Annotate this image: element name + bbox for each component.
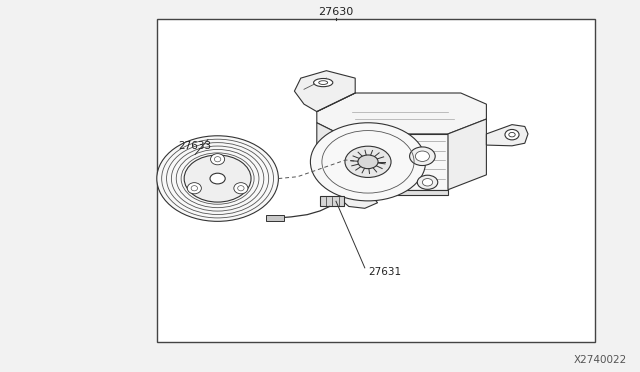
Ellipse shape: [345, 146, 391, 177]
Polygon shape: [339, 190, 448, 195]
Ellipse shape: [505, 129, 519, 140]
Ellipse shape: [210, 173, 225, 184]
Ellipse shape: [211, 154, 225, 165]
Ellipse shape: [191, 186, 198, 191]
Polygon shape: [317, 123, 339, 186]
Ellipse shape: [415, 151, 429, 161]
Bar: [320, 196, 344, 206]
Ellipse shape: [417, 175, 438, 189]
Ellipse shape: [237, 186, 244, 191]
Ellipse shape: [234, 183, 248, 194]
Polygon shape: [294, 71, 355, 112]
Ellipse shape: [314, 78, 333, 87]
Ellipse shape: [188, 183, 202, 194]
Text: X2740022: X2740022: [574, 355, 627, 365]
Polygon shape: [342, 195, 378, 208]
Ellipse shape: [319, 81, 328, 84]
Ellipse shape: [214, 157, 221, 162]
Bar: [157, 19, 595, 342]
Ellipse shape: [184, 155, 251, 202]
Ellipse shape: [310, 123, 426, 201]
Ellipse shape: [422, 179, 433, 186]
Polygon shape: [448, 119, 486, 190]
Polygon shape: [317, 93, 486, 134]
Ellipse shape: [358, 155, 378, 169]
Polygon shape: [486, 125, 528, 146]
Ellipse shape: [410, 147, 435, 166]
Ellipse shape: [157, 136, 278, 221]
Ellipse shape: [509, 132, 515, 137]
Bar: [266, 215, 284, 221]
Text: 27631: 27631: [368, 267, 401, 276]
Text: 27633: 27633: [179, 141, 212, 151]
Text: 27630: 27630: [318, 7, 354, 17]
Polygon shape: [339, 134, 448, 190]
